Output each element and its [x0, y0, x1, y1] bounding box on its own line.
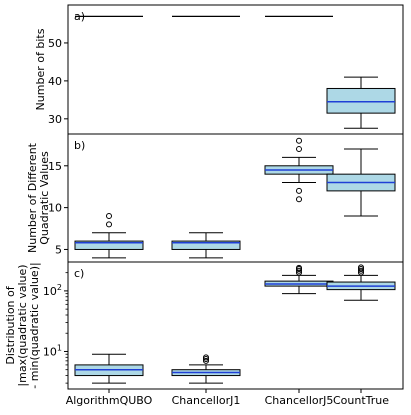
y-tick-label: 40	[48, 75, 62, 88]
flier-point	[296, 264, 302, 271]
flier-point	[296, 146, 302, 153]
flier-point	[358, 265, 364, 272]
flier-point	[106, 212, 112, 219]
panel-frame	[67, 261, 404, 390]
flier-point	[203, 357, 209, 364]
box-iqr	[74, 240, 144, 250]
y-tick-label: 10	[48, 202, 62, 215]
y-axis-label: Number of bits	[34, 28, 47, 110]
box-chancellorj1	[171, 354, 241, 384]
y-axis-label: Distribution of|max(quadratic value)- mi…	[4, 262, 41, 388]
box-chancellorj5	[264, 137, 334, 203]
flier-point	[296, 196, 302, 203]
flier-point	[358, 264, 364, 271]
x-tick-label: ChancellorJ5	[265, 394, 334, 407]
box-chancellorj1	[171, 232, 241, 259]
x-tick-label: AlgorithmQUBO	[66, 394, 153, 407]
y-tick-label: 50	[48, 37, 62, 50]
flier-point	[106, 221, 112, 228]
y-tick-label: 101	[43, 343, 62, 358]
y-axis-label: Number of DifferentQuadratic Values	[26, 142, 51, 253]
flier-point	[358, 267, 364, 274]
box-iqr	[171, 240, 241, 250]
box-iqr	[326, 87, 396, 114]
box-algorithmqubo	[74, 353, 144, 384]
box-algorithmqubo	[74, 212, 144, 259]
flier-point	[203, 354, 209, 361]
flier-point	[296, 137, 302, 144]
panel-frame	[67, 4, 404, 135]
panel-label: b)	[74, 139, 85, 152]
y-tick-label: 102	[43, 283, 62, 298]
flier-point	[203, 356, 209, 363]
box-chancellorj5	[264, 264, 334, 295]
y-tick-label: 15	[48, 160, 62, 173]
box-counttrue	[326, 76, 396, 129]
y-tick-label: 5	[55, 243, 62, 256]
panel-label: c)	[74, 267, 84, 280]
flier-point	[296, 187, 302, 194]
box-counttrue	[326, 148, 396, 217]
y-tick-label: 30	[48, 113, 62, 126]
box-counttrue	[326, 264, 396, 301]
x-tick-label: CountTrue	[333, 394, 389, 407]
flier-point	[296, 267, 302, 274]
x-tick-label: ChancellorJ1	[172, 394, 241, 407]
